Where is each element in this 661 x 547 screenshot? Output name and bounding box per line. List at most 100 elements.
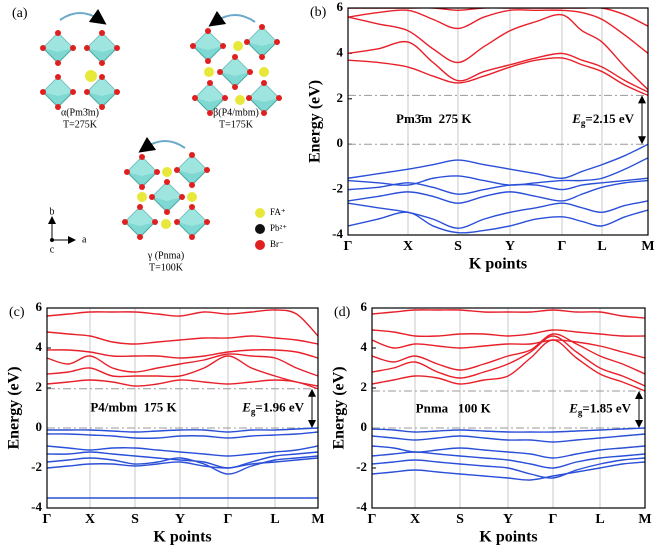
octahedron [148, 178, 186, 216]
band [372, 457, 645, 479]
y-tick-label: 0 [337, 135, 344, 150]
plot-frame [347, 7, 649, 236]
panel-label: (b) [310, 5, 327, 20]
band [372, 461, 645, 481]
x-tick-label: L [270, 512, 279, 527]
gap-label: Eg=2.15 eV [571, 111, 634, 128]
x-tick-label: X [410, 512, 420, 527]
band-chart: Γ X S Y Γ L M -4 -2 0 2 4 6 Pnma 100 K Eg=1.85 eV (d) En… [331, 299, 652, 546]
fa-ion [233, 41, 243, 51]
band [372, 451, 645, 469]
y-tick-label: 4 [337, 44, 344, 59]
legend-marker [255, 240, 265, 250]
band [372, 333, 645, 375]
legend-label: Br⁻ [270, 239, 284, 249]
y-axis-label: Energy (eV) [6, 366, 23, 449]
fa-ion [85, 70, 97, 82]
band [348, 40, 648, 93]
axis-origin [50, 238, 54, 242]
x-tick-label: M [638, 512, 651, 527]
x-tick-label: Γ [224, 512, 233, 527]
x-tick-label: L [595, 512, 604, 527]
octahedron [123, 153, 161, 191]
bands [47, 309, 318, 499]
band [47, 331, 318, 345]
legend-label: FA⁺ [270, 207, 286, 217]
octahedron [173, 203, 211, 241]
band [47, 431, 318, 439]
phase-name: α(Pm3̄m) [61, 107, 99, 118]
fa-ion [137, 192, 147, 202]
y-tick-label: 0 [361, 419, 368, 434]
gap-label-part: E [568, 400, 578, 415]
octahedron [39, 73, 77, 111]
octahedron [39, 29, 77, 67]
band [372, 335, 645, 387]
x-tick-label: Γ [368, 512, 377, 527]
band [348, 179, 648, 204]
band [372, 329, 645, 338]
x-tick-label: S [454, 239, 462, 254]
band [348, 143, 648, 179]
gap-label-part: =1.96 eV [255, 399, 304, 414]
band [372, 427, 645, 433]
phase-temperature: T=100K [149, 262, 184, 273]
fa-ion [235, 95, 245, 105]
gap-label: Eg=1.85 eV [568, 400, 631, 417]
y-tick-label: -4 [31, 499, 42, 514]
rotation-arrow [208, 10, 256, 27]
illustration: (a) α(Pm3̄m) T=275K β(P4/mbm) T=175K γ (… [12, 6, 287, 273]
rotation-arrow [59, 8, 107, 25]
legend-marker [255, 208, 265, 218]
axis-label: a [82, 234, 87, 245]
phase-label: Pnma 100 K [416, 400, 492, 415]
x-tick-label: M [311, 512, 324, 527]
x-tick-label: S [131, 512, 139, 527]
legend-label: Pb²⁺ [270, 223, 287, 233]
x-tick-label: Γ [549, 512, 558, 527]
y-tick-label: 2 [36, 379, 43, 394]
x-axis-label: K points [479, 529, 537, 546]
band [47, 445, 318, 457]
gap-label-part: =2.15 eV [585, 111, 634, 126]
band-chart: Γ X S Y Γ L M -4 -2 0 2 4 6 Pm3̄m 275 K Eg=2.15 eV (b) E… [307, 0, 655, 273]
x-tick-label: X [403, 239, 413, 254]
band [47, 353, 318, 377]
band [348, 57, 648, 97]
band [372, 339, 645, 392]
x-tick-label: Y [175, 512, 185, 527]
band [348, 13, 648, 91]
plot-frame [371, 307, 646, 509]
y-tick-label: -4 [332, 226, 343, 241]
fa-ion [204, 67, 214, 77]
fa-ion [187, 192, 197, 202]
band-chart: Γ X S Y Γ L M -4 -2 0 2 4 6 P4/mbm 175 K Eg=1.96 eV (c)… [6, 299, 325, 546]
x-tick-label: Y [503, 512, 513, 527]
y-tick-label: -4 [356, 499, 367, 514]
x-tick-label: Γ [558, 239, 567, 254]
rotation-arrow [138, 136, 186, 153]
panel-label: (c) [9, 305, 25, 320]
band [372, 309, 645, 319]
fa-ion [161, 219, 171, 229]
octahedron [83, 29, 121, 67]
band [47, 379, 318, 390]
band [372, 339, 645, 359]
x-tick-label: X [85, 512, 95, 527]
gap-label-part: g [578, 408, 583, 418]
band [47, 355, 318, 387]
gap-label-part: E [571, 111, 581, 126]
legend-marker [255, 224, 265, 234]
octahedron [216, 53, 254, 91]
octahedron [189, 27, 227, 65]
y-tick-label: 6 [36, 299, 43, 314]
band [47, 309, 318, 337]
x-tick-label: M [641, 239, 654, 254]
gap-label-part: E [241, 399, 251, 414]
y-tick-label: -2 [332, 181, 343, 196]
axis-label: c [50, 244, 55, 255]
phase-temperature: T=275K [63, 119, 98, 130]
octahedron [243, 23, 281, 61]
phase-name: γ (Pnma) [147, 250, 184, 261]
